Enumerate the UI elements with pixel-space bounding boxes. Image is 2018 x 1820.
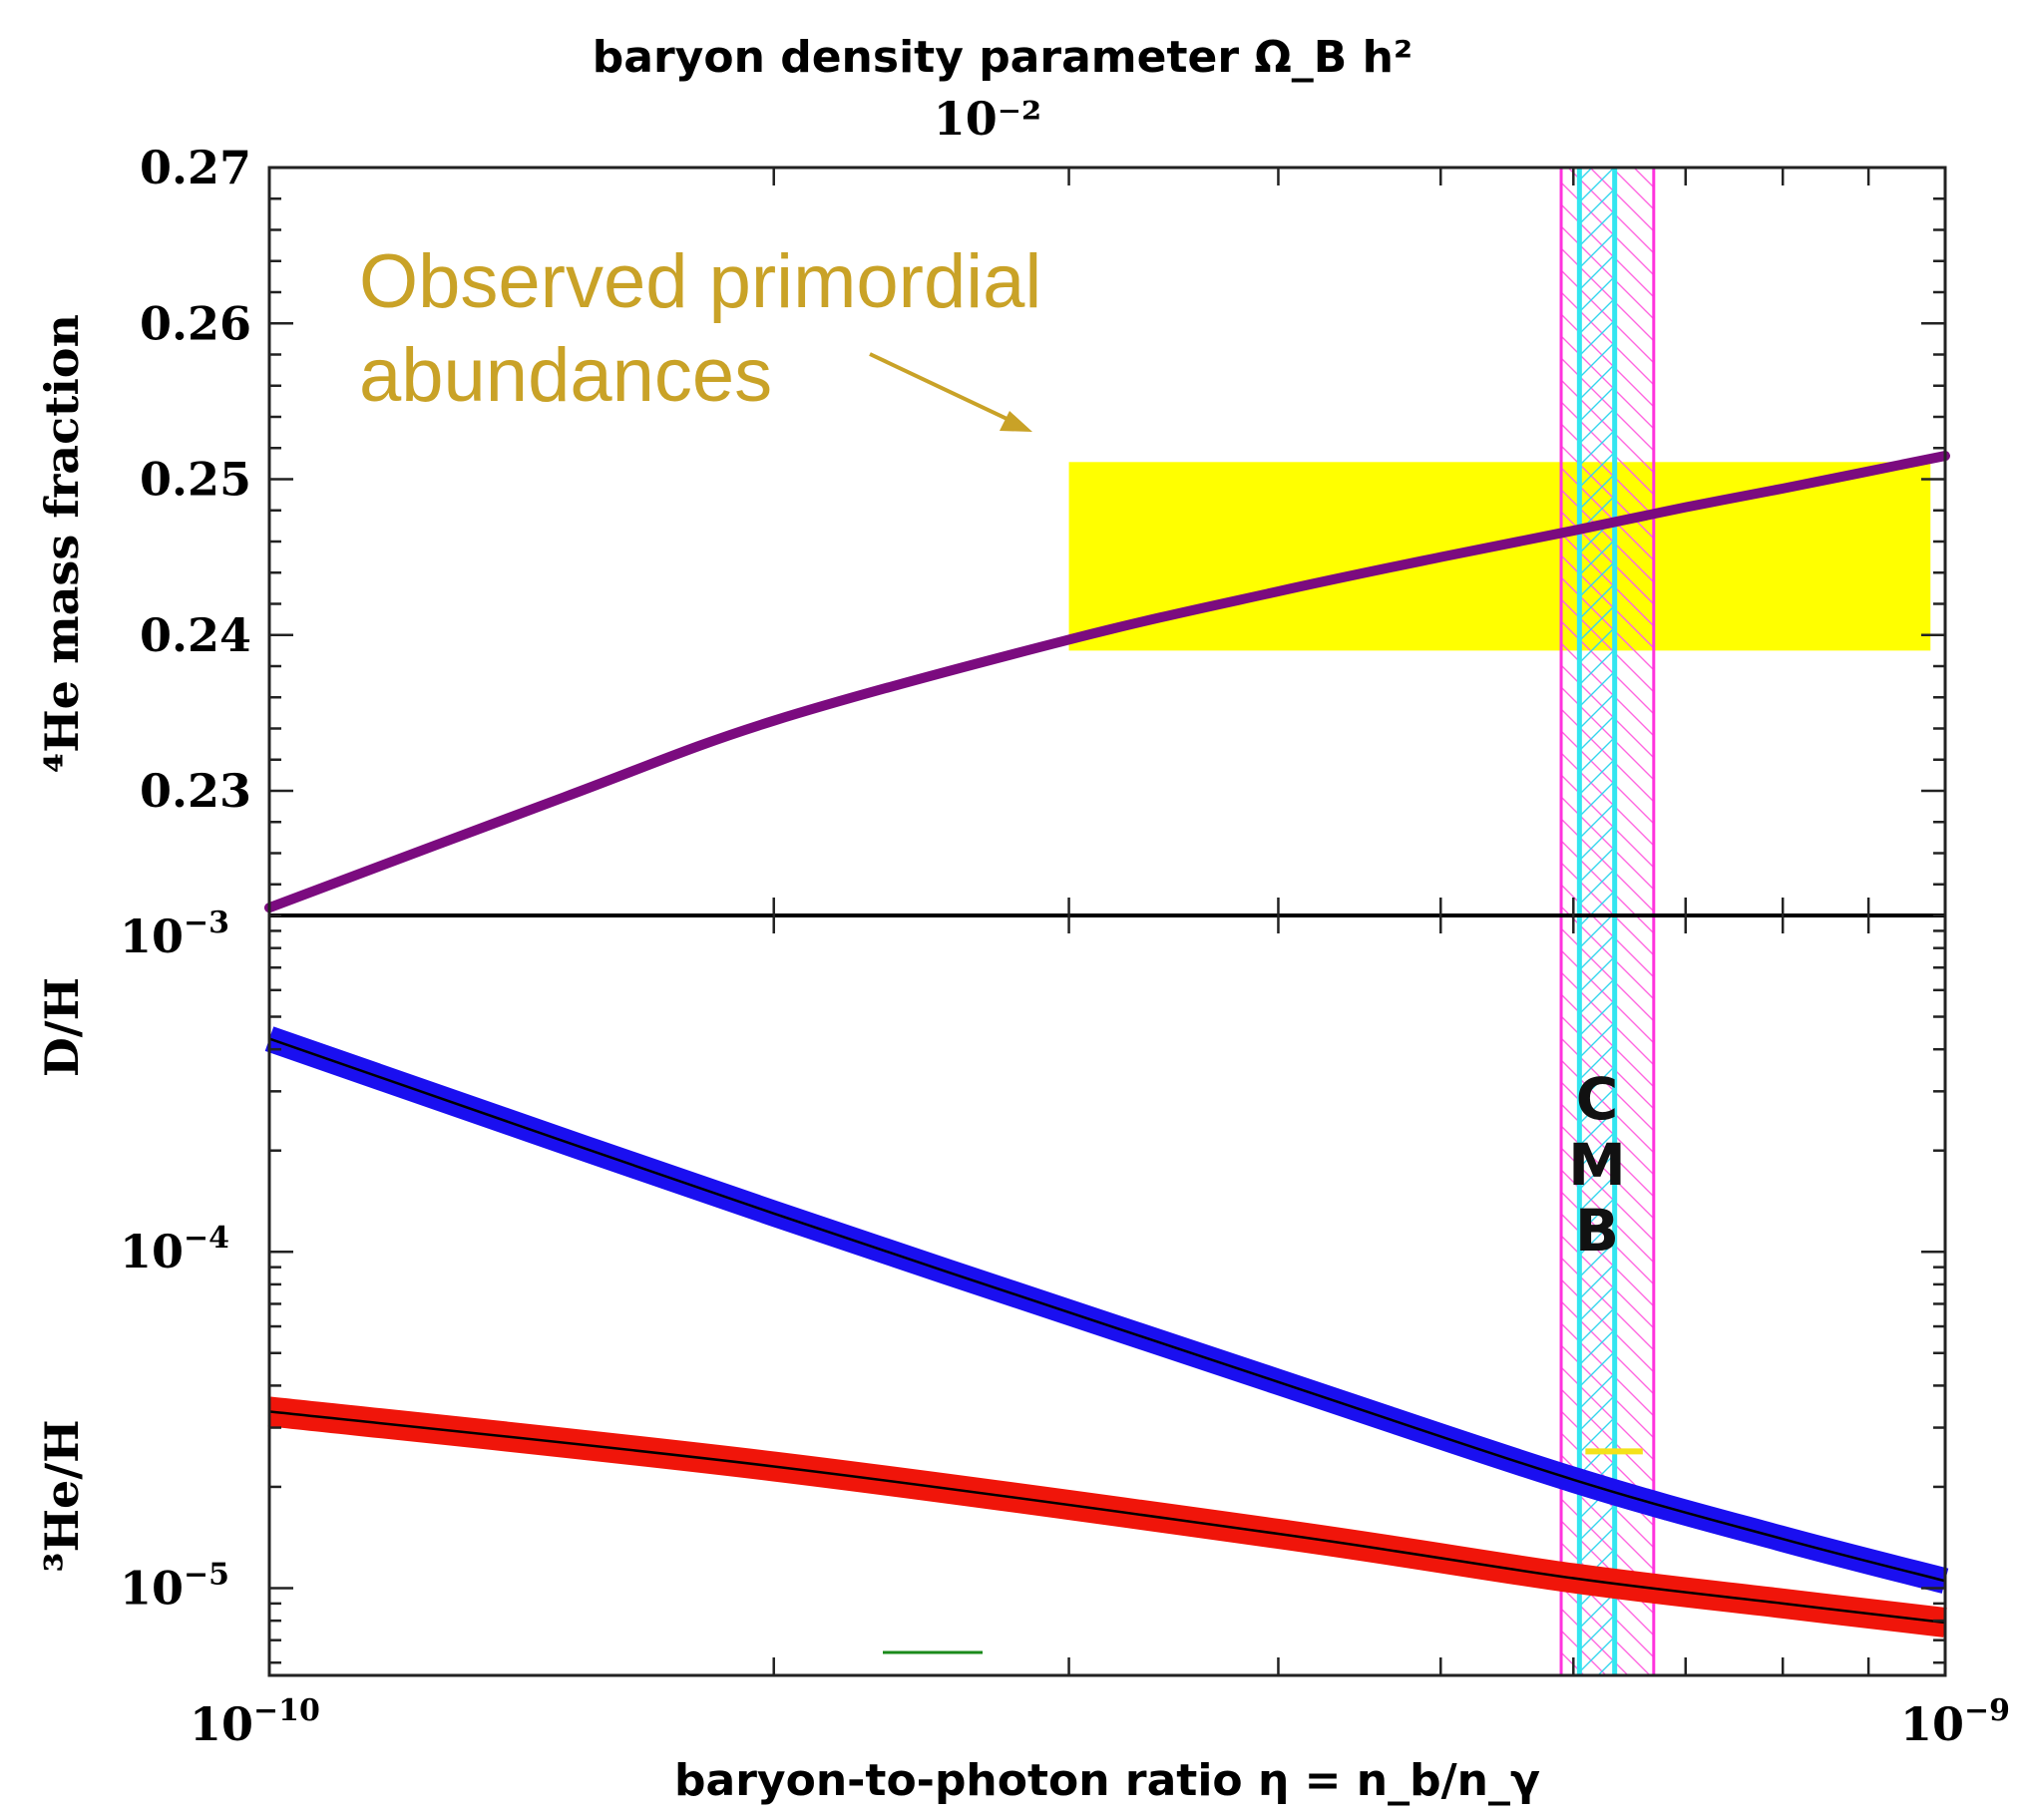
tick-exponent: −9: [1964, 1693, 2010, 1728]
x-tick-label: 10−10: [190, 1693, 320, 1751]
top-y-tick-label: 0.24: [140, 608, 251, 662]
top-y-tick-labels: 0.27 0.26 0.25 0.24 0.23: [140, 141, 251, 818]
cmb-band: [1559, 168, 1656, 1675]
x-axis-title: baryon-to-photon ratio η = n_b/n_γ: [674, 1755, 1540, 1806]
tick-base: 10: [1900, 1697, 1964, 1751]
cmb-inner-hatch: [1579, 168, 1615, 1675]
top-y-axis-title: ⁴He mass fraction: [35, 314, 89, 773]
annotation-arrow-shaft: [869, 352, 1018, 426]
helium4-series-line: [264, 451, 1950, 913]
bottom-y-tick-label: 10−5: [120, 1557, 229, 1615]
annotation-line-2: abundances: [359, 333, 772, 418]
cmb-letter-b: B: [1575, 1197, 1619, 1265]
top-y-tick-label: 0.25: [140, 453, 251, 507]
cmb-letter-m: M: [1568, 1131, 1626, 1199]
cmb-letter-c: C: [1576, 1065, 1619, 1133]
x-tick-labels: 10−10 10−9: [190, 1693, 2010, 1751]
bottom-y-tick-label: 10−4: [120, 1221, 229, 1278]
cmb-label: CMB: [1568, 1065, 1626, 1265]
annotation-arrow-head: [1000, 411, 1032, 432]
axis-ticks: [267, 166, 1947, 1675]
top-y-tick-label: 0.23: [140, 764, 251, 818]
light-element-curves: [264, 1026, 1949, 1654]
tick-exponent: −5: [184, 1557, 229, 1592]
x-tick-label: 10−9: [1900, 1693, 2010, 1751]
tick-exponent: −3: [184, 906, 229, 940]
tick-base: 10: [190, 1697, 253, 1751]
tick-exponent: −10: [253, 1693, 320, 1728]
chart-title: baryon density parameter Ω_B h²: [593, 32, 1413, 83]
annotation-line-1: Observed primordial: [359, 239, 1041, 324]
tick-base: 10: [120, 1225, 184, 1278]
tick-base: 10: [120, 1561, 184, 1615]
bottom-y-tick-labels: 10−310−410−5: [120, 906, 229, 1615]
top-y-tick-label: 0.26: [140, 296, 251, 350]
top-axis-tick-label: 10⁻²: [934, 92, 1041, 146]
bottom-y-tick-label: 10−3: [120, 906, 229, 963]
observed-helium-band: [1068, 462, 1931, 651]
bottom-plot-area: [269, 915, 1945, 1675]
tick-base: 10: [120, 910, 184, 963]
top-y-tick-label: 0.27: [140, 141, 251, 194]
he3h-series-line: [268, 1410, 1946, 1625]
he3h-axis-title: ³He/H: [35, 1419, 89, 1572]
dh-axis-title: D/H: [35, 977, 89, 1077]
dh-series-line: [268, 1037, 1946, 1583]
helium4-curve: [264, 451, 1950, 913]
tick-exponent: −4: [184, 1221, 229, 1256]
